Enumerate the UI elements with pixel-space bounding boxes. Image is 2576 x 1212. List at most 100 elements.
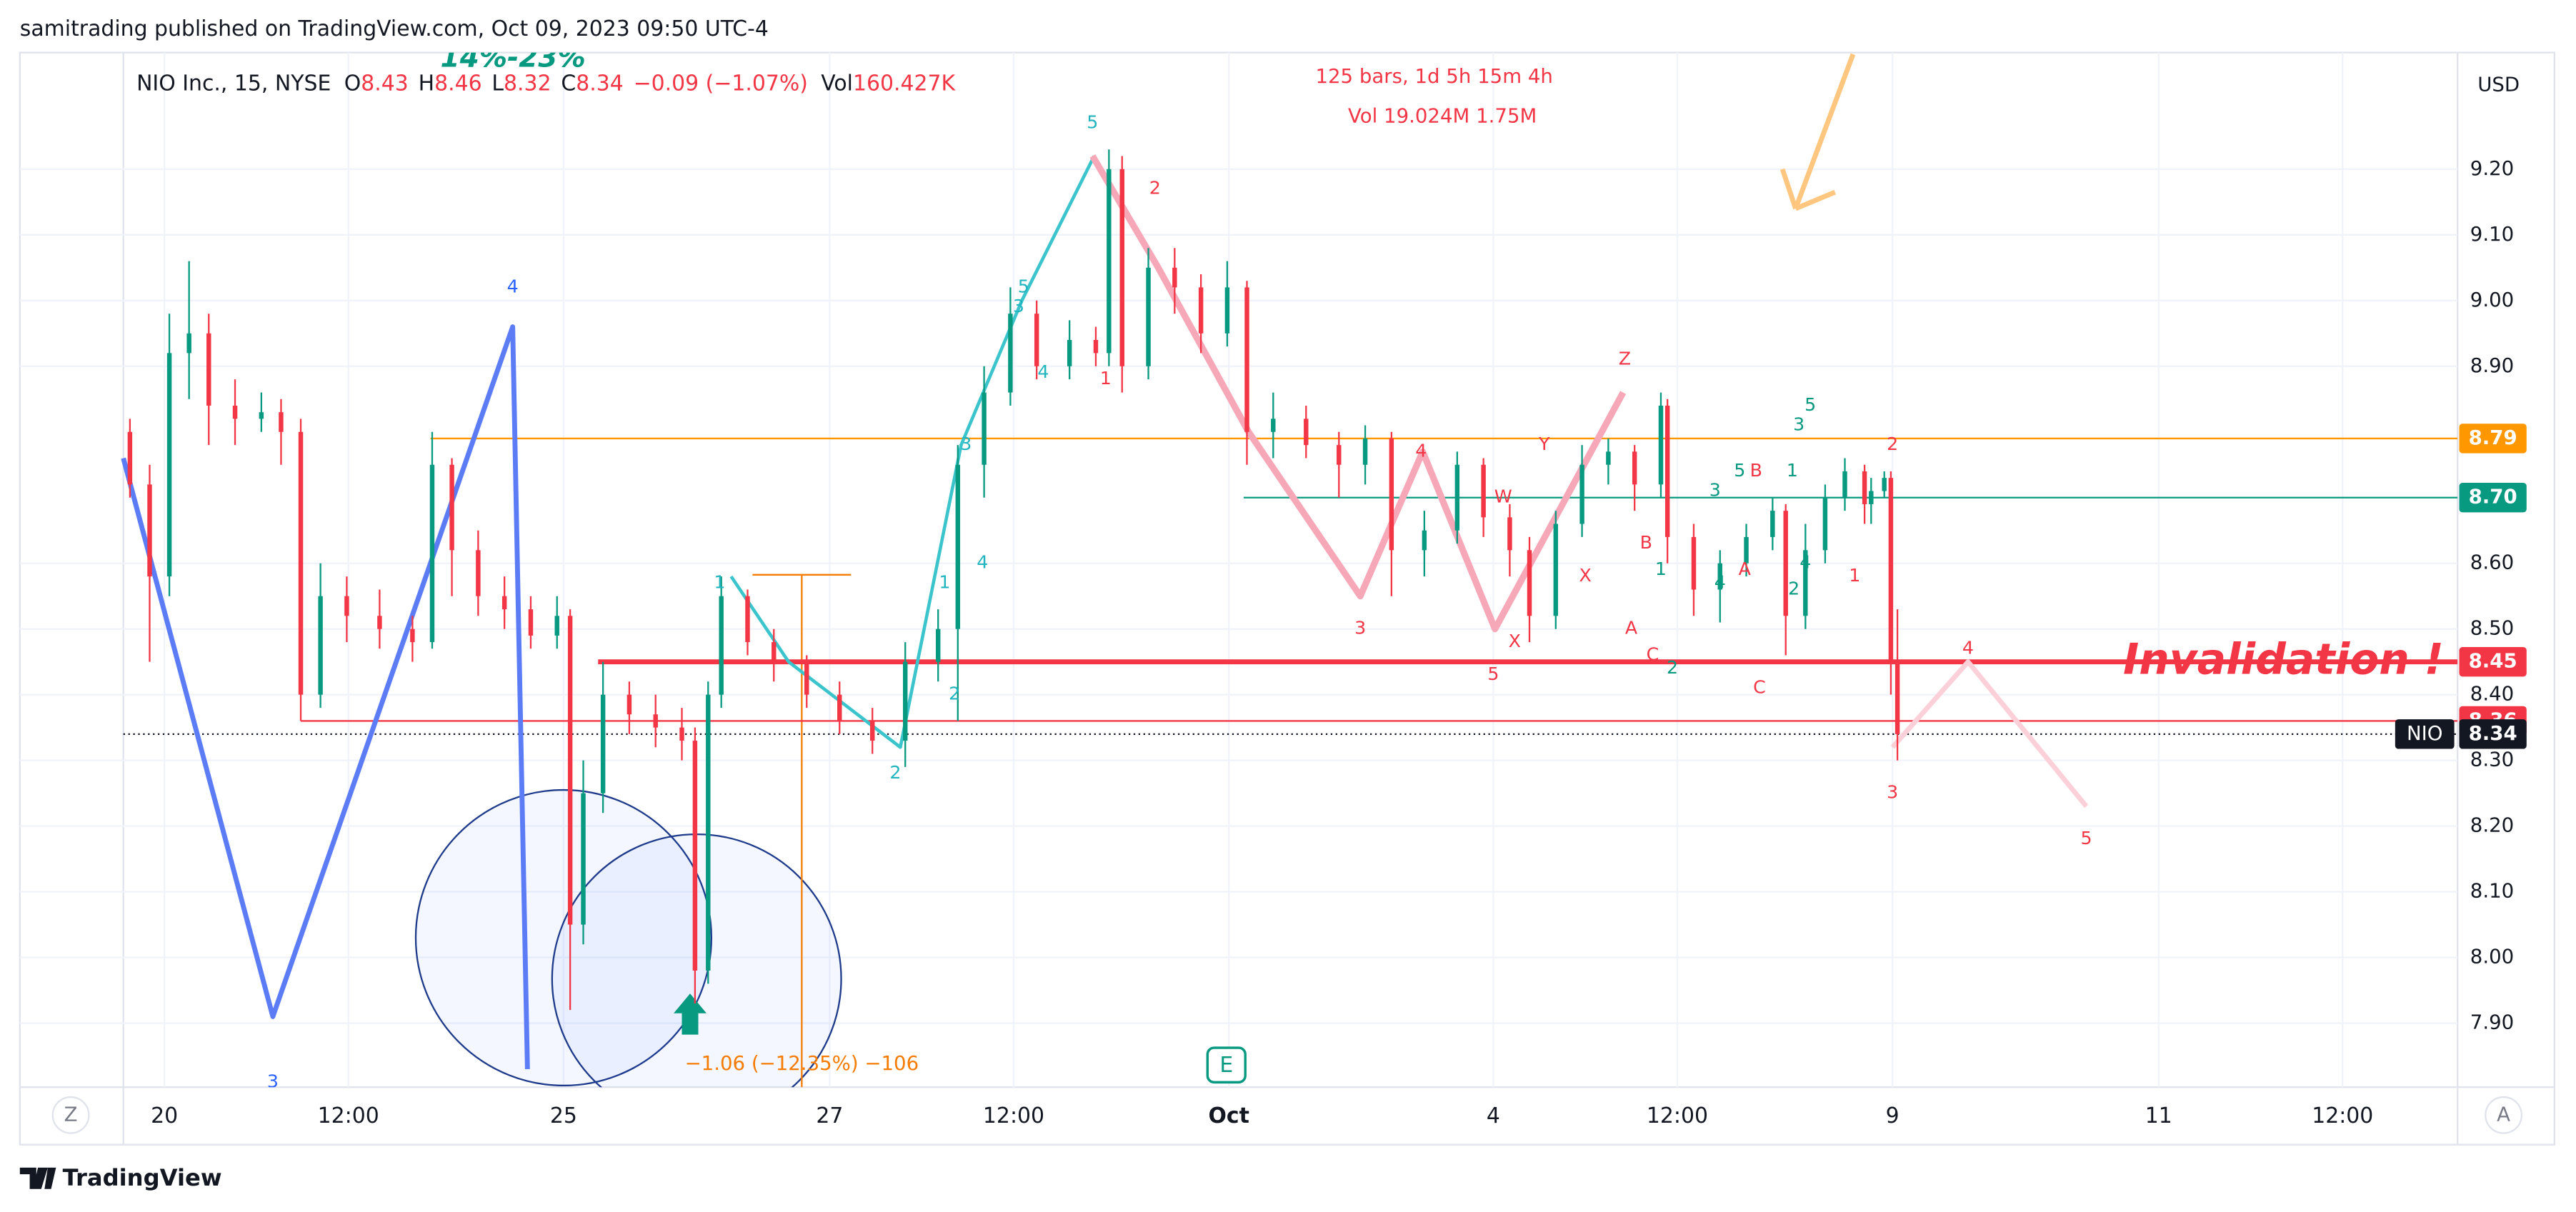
wave-label: A [1739, 559, 1752, 579]
legend-item: 8.46 [434, 71, 482, 96]
wave-label: 3 [960, 434, 972, 454]
candle-body [1224, 287, 1230, 334]
legend-item: 8.43 [361, 71, 409, 96]
wave-label: 4 [1799, 552, 1811, 573]
legend-item: 160.427K [853, 71, 957, 96]
candle-body [206, 333, 211, 406]
legend-item: NIO Inc., 15, NYSE [136, 71, 331, 96]
candle-body [1822, 497, 1828, 551]
candle-body [1658, 405, 1664, 485]
wave-label: 3 [1887, 782, 1898, 803]
wave-drawing [1890, 659, 2089, 808]
candle-body [567, 616, 573, 925]
wave-label: 1 [939, 571, 950, 592]
y-tick-label: 8.30 [2470, 748, 2514, 771]
candle-body [870, 721, 875, 741]
wave-label: 4 [1037, 361, 1049, 382]
x-tick-label: 12:00 [1647, 1103, 1708, 1128]
candle-body [1882, 478, 1887, 491]
candle-body [1107, 169, 1112, 354]
wave-label: C [1647, 643, 1659, 664]
candle-body [318, 596, 323, 695]
candle-body [186, 333, 191, 354]
wave-label: 1 [1655, 559, 1667, 579]
y-tick-label: 8.10 [2470, 879, 2514, 903]
candle-body [1894, 661, 1900, 734]
candle-body [1422, 530, 1427, 551]
publisher-line: samitrading published on TradingView.com… [20, 16, 769, 41]
candle-body [344, 596, 349, 616]
candle-body [982, 392, 987, 465]
candle-body [1244, 287, 1249, 432]
legend-item: 8.34 [576, 71, 624, 96]
candle-body [1271, 419, 1276, 432]
candle-body [1008, 314, 1013, 393]
candle-body [955, 464, 961, 629]
last-price-tag [2459, 719, 2527, 749]
candle-body [1783, 511, 1788, 616]
y-tick-label: 8.90 [2470, 354, 2514, 377]
chart-frame [19, 51, 2556, 1146]
x-tick-label: 12:00 [318, 1103, 379, 1128]
brand-name: TradingView [63, 1164, 222, 1191]
earnings-marker[interactable] [1206, 1046, 1247, 1084]
candle-body [528, 609, 534, 636]
candle-body [429, 464, 435, 643]
candle-body [1869, 491, 1874, 504]
wave-label: 2 [949, 683, 960, 704]
x-tick-label: 20 [151, 1103, 178, 1128]
wave-label: B [1640, 532, 1652, 553]
wave-label: 4 [977, 552, 988, 573]
candle-body [501, 596, 507, 610]
top-note: 14%-23% [440, 41, 585, 74]
scale-button-label: Z [64, 1102, 78, 1126]
wave-label: 1 [1787, 460, 1798, 481]
wave-label: Z [1619, 349, 1631, 369]
x-tick-label: 12:00 [983, 1103, 1044, 1128]
candle-body [410, 628, 415, 643]
currency: USD [2477, 73, 2520, 96]
candle-body [1119, 169, 1124, 366]
candle-body [449, 464, 454, 551]
price-tag-label: 8.79 [2469, 426, 2517, 449]
y-tick-label: 8.00 [2470, 945, 2514, 968]
wave-label: 4 [1415, 440, 1427, 461]
candle-body [1744, 536, 1749, 564]
candle-body [1606, 451, 1611, 465]
wave-label: 3 [267, 1071, 279, 1091]
x-tick-label: 11 [2145, 1103, 2172, 1128]
circle-drawing [414, 788, 713, 1087]
wave-label: A [1625, 618, 1638, 638]
range-stat: 125 bars, 1d 5h 15m 4h [1315, 64, 1552, 88]
y-tick-label: 8.50 [2470, 616, 2514, 640]
candle-body [1337, 445, 1342, 465]
measure-label: −1.06 (−12.35%) −106 [685, 1051, 919, 1075]
price-tag [2459, 483, 2527, 513]
candle-body [626, 694, 632, 715]
wave-label: 5 [1018, 276, 1029, 296]
candle-body [1770, 511, 1775, 537]
wave-label: 3 [1013, 296, 1024, 316]
scale-button-label: A [2497, 1102, 2510, 1126]
wave-label: 1 [1849, 565, 1860, 586]
x-tick-label: 27 [816, 1103, 843, 1128]
candle-body [1862, 471, 1867, 504]
wave-label: 3 [1709, 480, 1721, 501]
grid [19, 52, 2458, 1088]
x-tick-label: 25 [550, 1103, 577, 1128]
candle-body [166, 353, 172, 577]
candle-body [1842, 471, 1847, 498]
scale-button[interactable] [2485, 1096, 2523, 1134]
scale-button[interactable] [51, 1096, 90, 1134]
x-tick-label: Oct [1209, 1103, 1249, 1128]
legend-item: Vol [821, 71, 853, 96]
candle-body [1579, 464, 1584, 524]
wave-label: 5 [1487, 663, 1499, 684]
candle-body [581, 793, 586, 925]
candle-body [1691, 536, 1697, 590]
candle-body [935, 628, 941, 662]
y-tick-label: 8.40 [2470, 682, 2514, 706]
wave-label: Y [1538, 434, 1550, 454]
legend-item: H [419, 71, 434, 96]
candle-body [719, 596, 724, 695]
